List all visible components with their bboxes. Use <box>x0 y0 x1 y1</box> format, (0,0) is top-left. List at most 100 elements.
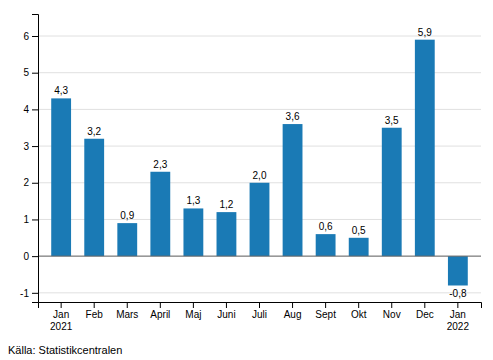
y-tick: 5 <box>23 67 38 78</box>
x-tick: Nov <box>383 302 401 320</box>
bar <box>415 40 435 256</box>
x-tick-mark <box>127 302 128 308</box>
x-tick: Jan2021 <box>50 302 73 332</box>
x-tick-mark <box>292 302 293 308</box>
bar <box>84 139 104 256</box>
x-tick-label: Sept <box>315 309 336 320</box>
grid-line <box>38 72 481 73</box>
source-text: Källa: Statistikcentralen <box>8 344 122 356</box>
bar <box>448 256 468 285</box>
y-tick-mark <box>32 36 38 37</box>
y-tick-mark <box>32 109 38 110</box>
x-tick-label: Dec <box>416 309 434 320</box>
x-tick: Dec <box>416 302 434 320</box>
data-label: 2,0 <box>253 170 267 181</box>
data-label: 3,6 <box>286 111 300 122</box>
x-tick-label-line: 2021 <box>50 321 73 332</box>
y-tick-mark <box>32 183 38 184</box>
x-tick-label: April <box>150 309 170 320</box>
y-tick-label: 1 <box>23 214 29 225</box>
data-label: 3,2 <box>87 126 101 137</box>
chart-svg: -10123456Jan2021FebMarsAprilMajJuniJuliA… <box>0 0 493 360</box>
bar <box>382 128 402 256</box>
x-tick: Mars <box>116 302 138 320</box>
bar <box>250 183 270 256</box>
y-axis: -1 0 1 2 3 4 5 6 <box>20 15 38 303</box>
x-tick-mark <box>391 302 392 308</box>
y-tick-label: 5 <box>23 67 29 78</box>
x-tick-label: Jan2021 <box>50 309 73 332</box>
data-label: 0,5 <box>352 225 366 236</box>
x-tick-label-line: Aug <box>284 309 302 320</box>
grid <box>38 36 481 293</box>
data-label: -0,8 <box>449 288 467 299</box>
x-tick-label: Feb <box>86 309 104 320</box>
bar <box>150 172 170 256</box>
x-tick: Aug <box>284 302 302 320</box>
y-tick-mark <box>32 293 38 294</box>
bar <box>349 238 369 256</box>
x-tick: Juni <box>217 302 235 320</box>
x-tick-label: Aug <box>284 309 302 320</box>
data-label: 4,3 <box>54 85 68 96</box>
plot-area <box>51 40 468 286</box>
x-tick-mark <box>94 302 95 308</box>
x-tick-label-line: 2022 <box>447 321 470 332</box>
grid-line <box>38 146 481 147</box>
x-tick-mark <box>160 302 161 308</box>
y-tick: 0 <box>23 251 38 262</box>
y-tick: 4 <box>23 104 38 115</box>
x-tick-mark <box>226 302 227 308</box>
x-tick-mark <box>457 302 458 308</box>
x-tick-label-line: April <box>150 309 170 320</box>
grid-line <box>38 109 481 110</box>
x-tick-mark <box>325 302 326 308</box>
y-tick: 1 <box>23 214 38 225</box>
x-tick-label-line: Nov <box>383 309 401 320</box>
data-label: 2,3 <box>153 159 167 170</box>
data-labels: 4,33,20,92,31,31,22,03,60,60,53,55,9-0,8 <box>54 27 467 299</box>
y-tick-label: 3 <box>23 141 29 152</box>
y-tick-label: 2 <box>23 177 29 188</box>
data-label: 3,5 <box>385 115 399 126</box>
bar <box>51 98 71 256</box>
x-tick-mark <box>358 302 359 308</box>
x-tick-label-line: Juni <box>217 309 235 320</box>
x-tick-label: Mars <box>116 309 138 320</box>
x-tick-label: Juli <box>252 309 267 320</box>
x-tick: Okt <box>351 302 367 320</box>
y-tick: -1 <box>20 288 38 299</box>
bar <box>117 223 137 256</box>
x-tick-label: Juni <box>217 309 235 320</box>
y-tick-label: -1 <box>20 288 29 299</box>
data-label: 0,9 <box>120 210 134 221</box>
x-tick: Juli <box>252 302 267 320</box>
data-label: 0,6 <box>319 221 333 232</box>
y-tick-label: 6 <box>23 31 29 42</box>
y-tick: 2 <box>23 177 38 188</box>
x-tick-label: Nov <box>383 309 401 320</box>
x-tick-label: Okt <box>351 309 367 320</box>
x-tick-label-line: Mars <box>116 309 138 320</box>
y-tick-label: 4 <box>23 104 29 115</box>
x-tick-mark <box>424 302 425 308</box>
bar <box>183 208 203 256</box>
x-tick-label-line: Dec <box>416 309 434 320</box>
data-label: 1,3 <box>186 195 200 206</box>
bar <box>217 212 237 256</box>
x-tick-label-line: Jan <box>450 309 466 320</box>
x-tick-mark <box>61 302 62 308</box>
bar <box>283 124 303 256</box>
y-tick-mark <box>32 219 38 220</box>
grid-line <box>38 256 481 257</box>
grid-line <box>38 36 481 37</box>
x-tick-label-line: Jan <box>53 309 69 320</box>
y-tick-mark <box>32 256 38 257</box>
grid-line <box>38 292 481 293</box>
x-tick-label-line: Sept <box>315 309 336 320</box>
y-tick: 3 <box>23 141 38 152</box>
x-axis: Jan2021FebMarsAprilMajJuniJuliAugSeptOkt… <box>39 302 482 332</box>
x-tick-mark <box>193 302 194 308</box>
y-tick-label: 0 <box>23 251 29 262</box>
y-tick-mark <box>32 146 38 147</box>
